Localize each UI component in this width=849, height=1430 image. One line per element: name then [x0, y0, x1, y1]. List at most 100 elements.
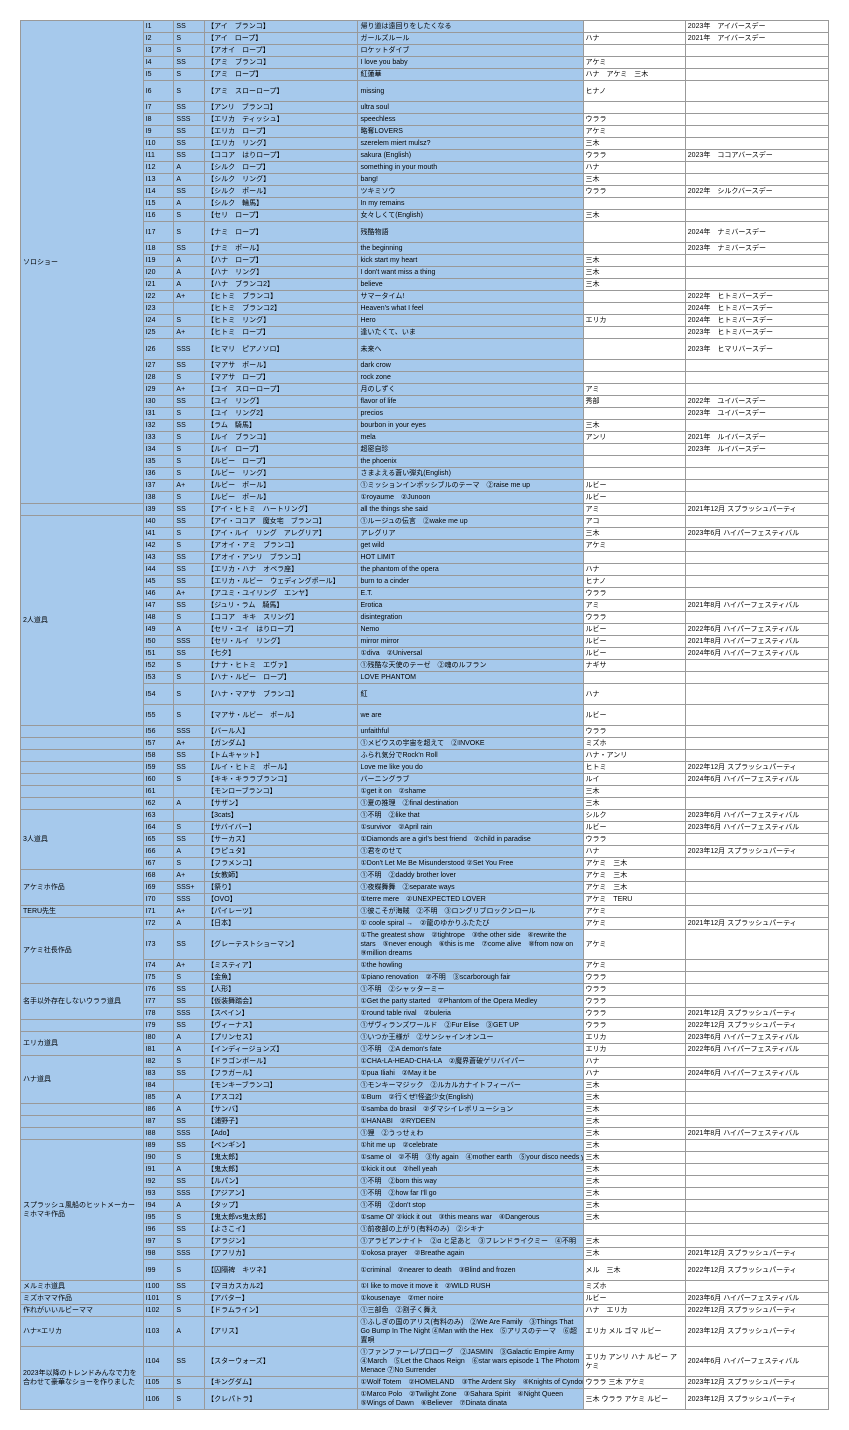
id-cell: I3 — [143, 45, 174, 57]
category-cell-empty — [21, 750, 144, 762]
song-cell: the phoenix — [358, 456, 583, 468]
performer-cell: アケミ 三木 — [583, 858, 685, 870]
song-cell: I don't want miss a thing — [358, 267, 583, 279]
id-cell: I59 — [143, 762, 174, 774]
performer-cell: エリカ アンリ ハナ ルビー アケミ — [583, 1347, 685, 1377]
performer-cell: ウララ 三木 アケミ — [583, 1377, 685, 1389]
act-cell: 【ナミ ポール】 — [205, 243, 358, 255]
table-row: 名手以外存在しないウララ道具I76SS【人形】①不明 ②シャッターミーウララ — [21, 984, 829, 996]
song-cell: ①pua Iliahi ②May it be — [358, 1068, 583, 1080]
rank-cell: S — [174, 45, 205, 57]
rank-cell: SS — [174, 984, 205, 996]
song-cell: 月のしずく — [358, 384, 583, 396]
song-cell: ①ルージュの伝言 ②wake me up — [358, 516, 583, 528]
rank-cell: S — [174, 468, 205, 480]
song-cell: Love me like you do — [358, 762, 583, 774]
performer-cell: アケミ 三木 — [583, 882, 685, 894]
rank-cell: S — [174, 528, 205, 540]
act-cell: 【ヒトミ ロープ】 — [205, 327, 358, 339]
act-cell: 【ユイ スローロープ】 — [205, 384, 358, 396]
song-cell: In my remains — [358, 198, 583, 210]
performer-cell: 三木 — [583, 420, 685, 432]
category-cell: スプラッシュ風船のヒットメーカーミホマキ作品 — [21, 1140, 144, 1281]
act-cell: 【ルビー ポール】 — [205, 480, 358, 492]
date-cell: 2024年6月 ハイパーフェスティバル — [685, 774, 828, 786]
song-cell: kick start my heart — [358, 255, 583, 267]
performer-cell: ウララ — [583, 186, 685, 198]
date-cell — [685, 1281, 828, 1293]
song-cell: ①kick it out ②hell yeah — [358, 1164, 583, 1176]
id-cell: I16 — [143, 210, 174, 222]
performer-cell: 秀部 — [583, 396, 685, 408]
performer-cell: ウララ — [583, 1020, 685, 1032]
rank-cell: S — [174, 210, 205, 222]
rank-cell: S — [174, 1293, 205, 1305]
date-cell: 2023年6月 ハイパーフェスティバル — [685, 822, 828, 834]
performer-cell — [583, 243, 685, 255]
performer-cell: シルク — [583, 810, 685, 822]
song-cell: ①samba do brasil ②ダマシイレボリューション — [358, 1104, 583, 1116]
performer-cell: 三木 — [583, 138, 685, 150]
performer-cell: 三木 — [583, 210, 685, 222]
category-cell-empty — [21, 726, 144, 738]
date-cell — [685, 798, 828, 810]
performer-cell: 三木 — [583, 1140, 685, 1152]
song-cell: ①前夜部の上がり(有料のみ) ②シキナ — [358, 1224, 583, 1236]
id-cell: I94 — [143, 1200, 174, 1212]
act-cell: 【パイレーツ】 — [205, 906, 358, 918]
performer-cell: 三木 — [583, 1236, 685, 1248]
date-cell — [685, 1188, 828, 1200]
rank-cell: A — [174, 624, 205, 636]
id-cell: I62 — [143, 798, 174, 810]
performer-cell: ハナ — [583, 162, 685, 174]
performer-cell: 三木 — [583, 1212, 685, 1224]
date-cell: 2021年12月 スプラッシュパーティ — [685, 1248, 828, 1260]
id-cell: I45 — [143, 576, 174, 588]
song-cell: Hero — [358, 315, 583, 327]
performer-cell: エリカ — [583, 1032, 685, 1044]
act-cell: 【七夕】 — [205, 648, 358, 660]
performer-cell: 三木 — [583, 1116, 685, 1128]
rank-cell: S — [174, 972, 205, 984]
performer-cell: ハナ — [583, 33, 685, 45]
song-cell: mirror mirror — [358, 636, 583, 648]
date-cell — [685, 672, 828, 684]
date-cell — [685, 384, 828, 396]
act-cell: 【アミ ロープ】 — [205, 69, 358, 81]
category-cell: 3人道具 — [21, 810, 144, 870]
id-cell: I56 — [143, 726, 174, 738]
id-cell: I79 — [143, 1020, 174, 1032]
id-cell: I43 — [143, 552, 174, 564]
rank-cell: S — [174, 660, 205, 672]
category-cell: ミズホママ作品 — [21, 1293, 144, 1305]
act-cell: 【ジュリ・ラム 騎馬】 — [205, 600, 358, 612]
table-row: ハナ道具I82S【ドラゴンボール】①CHA-LA-HEAD-CHA-LA ②魔界… — [21, 1056, 829, 1068]
song-cell: ①Don't Let Me Be Misunderstood ②Set You … — [358, 858, 583, 870]
song-cell: ①piano renovation ②不明 ③scarborough fair — [358, 972, 583, 984]
category-cell: TERU先生 — [21, 906, 144, 918]
id-cell: I64 — [143, 822, 174, 834]
act-cell: 【シルク ポール】 — [205, 186, 358, 198]
date-cell: 2022年12月 スプラッシュパーティ — [685, 1305, 828, 1317]
id-cell: I72 — [143, 918, 174, 930]
category-cell: 2023年以降のトレンドみんなで力を合わせて豪華なショーを作りました — [21, 1347, 144, 1410]
song-cell: speechless — [358, 114, 583, 126]
act-cell: 【アンリ ブランコ】 — [205, 102, 358, 114]
id-cell: I66 — [143, 846, 174, 858]
act-cell: 【セリ・ユイ はりロープ】 — [205, 624, 358, 636]
rank-cell: S — [174, 612, 205, 624]
rank-cell: S — [174, 372, 205, 384]
song-cell: disintegration — [358, 612, 583, 624]
date-cell: 2022年12月 スプラッシュパーティ — [685, 1020, 828, 1032]
date-cell: 2023年6月 ハイパーフェスティバル — [685, 1293, 828, 1305]
date-cell: 2023年12月 スプラッシュパーティ — [685, 1377, 828, 1389]
rank-cell: SS — [174, 1116, 205, 1128]
rank-cell: A+ — [174, 906, 205, 918]
rank-cell: A+ — [174, 870, 205, 882]
id-cell: I18 — [143, 243, 174, 255]
performer-cell: 三木 — [583, 1248, 685, 1260]
performer-cell: ミズホ — [583, 738, 685, 750]
act-cell: 【OVO】 — [205, 894, 358, 906]
rank-cell: S — [174, 408, 205, 420]
table-row: 2人道具I40SS【アイ・ココア 魔女宅 ブランコ】①ルージュの伝言 ②wake… — [21, 516, 829, 528]
